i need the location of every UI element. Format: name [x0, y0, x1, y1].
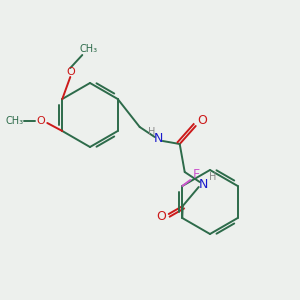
Text: O: O — [197, 115, 207, 128]
Text: O: O — [66, 67, 75, 77]
Text: O: O — [36, 116, 45, 126]
Text: CH₃: CH₃ — [5, 116, 23, 126]
Text: N: N — [154, 133, 164, 146]
Text: H: H — [148, 127, 155, 137]
Text: O: O — [156, 209, 166, 223]
Text: H: H — [209, 172, 216, 182]
Text: N: N — [199, 178, 208, 190]
Text: CH₃: CH₃ — [79, 44, 97, 54]
Text: F: F — [193, 169, 200, 182]
